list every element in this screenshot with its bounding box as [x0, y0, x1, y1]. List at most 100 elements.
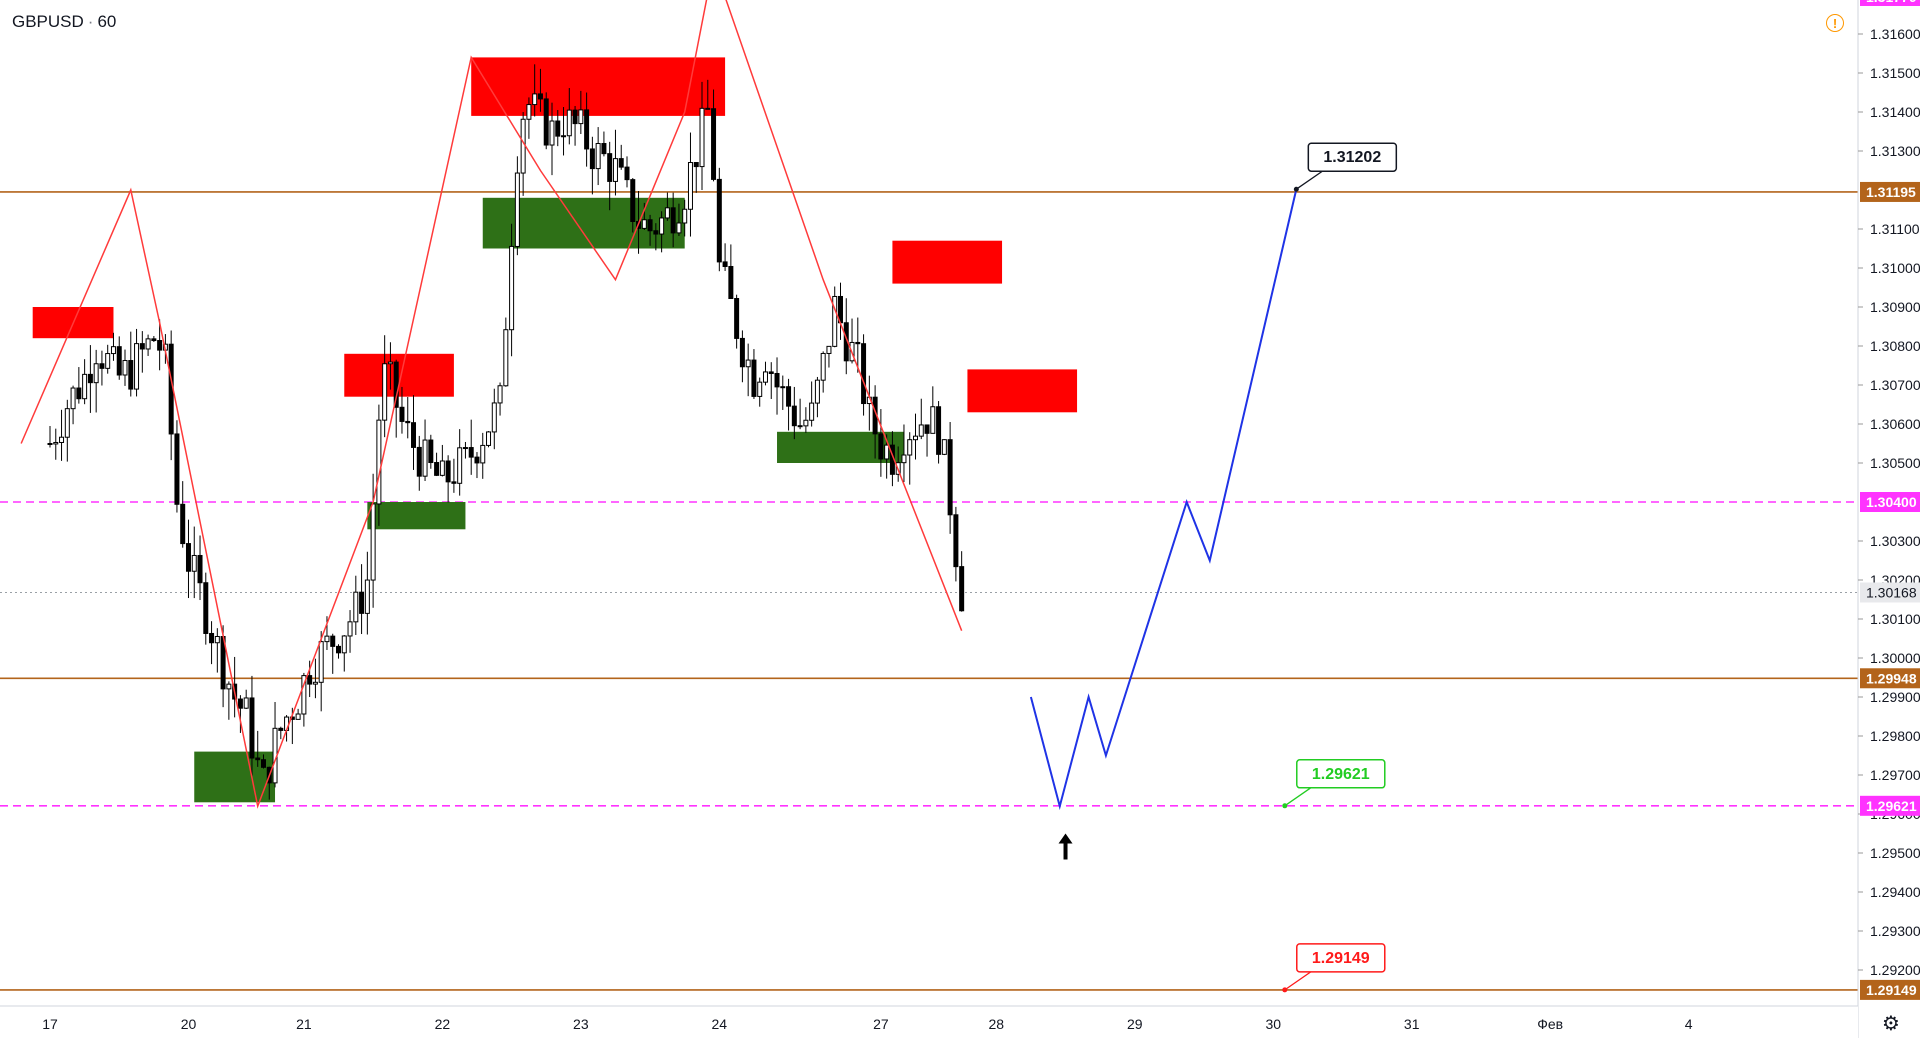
candle-body [180, 503, 186, 545]
candle-body [797, 425, 803, 428]
candle-body [128, 360, 134, 390]
zigzag-line[interactable] [20, 0, 963, 809]
target-low-callout[interactable]: 1.29149 [1282, 943, 1386, 993]
candle-body [370, 503, 376, 581]
candle-body [878, 433, 884, 460]
candle-body [936, 406, 942, 455]
candle-body [509, 245, 515, 331]
candle-body [330, 635, 336, 647]
candle-body [341, 635, 347, 654]
candle-body [382, 363, 388, 421]
candle-body [728, 265, 734, 300]
candle-body [491, 402, 497, 433]
candle-body [739, 337, 745, 368]
candle-body [774, 372, 780, 388]
supply-zone-4[interactable] [967, 369, 1078, 413]
candle-body [353, 591, 359, 623]
time-tick-label: 22 [435, 1016, 451, 1032]
candle-body [393, 361, 399, 408]
price-tick-label: 1.29300 [1870, 923, 1920, 939]
candle-body [376, 419, 382, 505]
price-tick-label: 1.29700 [1870, 767, 1920, 783]
time-tick-label: 28 [988, 1016, 1004, 1032]
demand-zone-6[interactable] [367, 502, 466, 530]
candle-body [918, 424, 924, 437]
time-axis[interactable]: 17 20 21 22 23 24 27 28 29 30 31 Фев 4 [0, 1005, 1858, 1038]
candle-body [411, 422, 417, 448]
candle-body [53, 441, 59, 445]
interval: 60 [97, 12, 117, 31]
candle-body [243, 697, 249, 709]
forecast-line[interactable] [1029, 188, 1298, 811]
candle-body [503, 329, 509, 387]
time-tick-label: 17 [42, 1016, 58, 1032]
gear-icon[interactable]: ⚙ [1882, 1011, 1900, 1035]
price-axis[interactable]: 1.292001.293001.294001.295001.296001.297… [1857, 0, 1920, 1038]
candle-body [462, 447, 468, 450]
candle-body [324, 635, 330, 643]
candle-body [699, 107, 705, 168]
alert-circle-icon[interactable]: ! [1826, 14, 1844, 32]
callout-pointer [1284, 971, 1323, 991]
axis-bg [1858, 0, 1920, 1038]
candle-body [532, 93, 538, 106]
supply-zone-3[interactable] [892, 240, 1003, 284]
callout-anchor [1282, 987, 1288, 993]
candle-body [803, 419, 809, 427]
candle-body [157, 340, 163, 351]
supply-zone-1[interactable] [344, 353, 454, 397]
time-tick-label: 31 [1404, 1016, 1420, 1032]
top-hidden-badge [1860, 0, 1920, 6]
support-badge-label: 1.29948 [1866, 670, 1917, 686]
candle-body [364, 579, 370, 614]
price-tick-label: 1.30100 [1870, 611, 1920, 627]
candle-body [526, 104, 532, 120]
callout-anchor [1282, 803, 1288, 809]
candle-body [612, 158, 618, 182]
pivot-upper-badge-label: 1.30400 [1866, 494, 1917, 510]
callout-box [1296, 759, 1386, 789]
candle-body [76, 387, 82, 400]
ticker: GBPUSD [12, 12, 84, 31]
candle-body [607, 153, 613, 182]
candle-body [555, 120, 561, 137]
price-tick-label: 1.30000 [1870, 650, 1920, 666]
candle-body [653, 230, 659, 235]
candle-body [226, 683, 232, 690]
candle-body [947, 439, 953, 516]
candle-body [687, 162, 693, 210]
candle-body [780, 386, 786, 389]
candle-body [595, 143, 601, 170]
candle-body [757, 381, 763, 397]
support-badge [1860, 668, 1920, 689]
price-tick-label: 1.29800 [1870, 728, 1920, 744]
bottom-level-badge-label: 1.29149 [1866, 982, 1917, 998]
arrow-up-icon [1058, 833, 1073, 860]
candle-body [705, 107, 711, 110]
candle-body [105, 353, 111, 369]
price-tick-label: 1.29500 [1870, 845, 1920, 861]
symbol-label[interactable]: GBPUSD · 60 [12, 12, 116, 32]
candle-body [762, 371, 768, 383]
candle-body [791, 405, 797, 427]
candle-body [861, 343, 867, 405]
candle-body [486, 431, 492, 446]
demand-zone-7[interactable] [482, 197, 685, 249]
candle-body [584, 109, 590, 150]
target-mid-callout[interactable]: 1.29621 [1282, 759, 1386, 809]
time-tick-label: 27 [873, 1016, 889, 1032]
candle-body [151, 338, 157, 342]
candle-body [884, 444, 890, 460]
candle-body [99, 363, 105, 369]
candle-body [676, 222, 682, 234]
price-tick-label: 1.31600 [1870, 26, 1920, 42]
supply-zone-2[interactable] [471, 57, 726, 116]
time-tick-label: 29 [1127, 1016, 1143, 1032]
candle-body [641, 219, 647, 229]
candle-body [659, 217, 665, 235]
price-tick-label: 1.31100 [1870, 221, 1920, 237]
target-high-callout[interactable]: 1.31202 [1293, 142, 1398, 192]
candle-body [278, 727, 284, 731]
